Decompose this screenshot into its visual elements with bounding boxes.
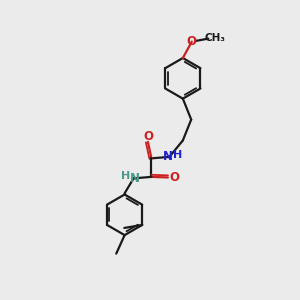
Text: O: O <box>169 171 179 184</box>
Text: H: H <box>173 150 182 160</box>
Text: N: N <box>163 150 173 163</box>
Text: CH₃: CH₃ <box>204 33 225 43</box>
Text: O: O <box>143 130 153 143</box>
Text: H: H <box>121 171 130 181</box>
Text: N: N <box>130 172 140 185</box>
Text: O: O <box>187 35 196 48</box>
